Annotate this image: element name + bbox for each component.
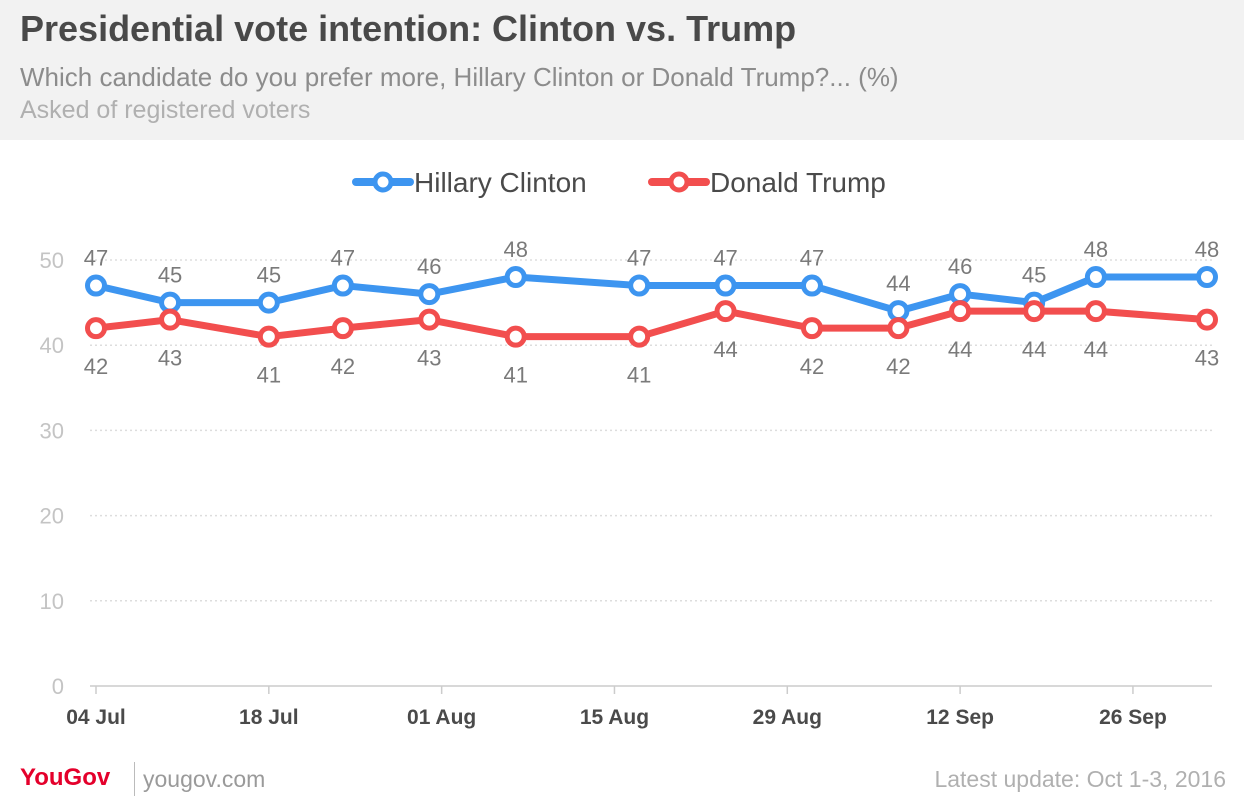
yougov-logo: YouGov (20, 764, 111, 791)
legend-label: Donald Trump (710, 167, 886, 198)
data-point-trump (949, 300, 972, 323)
data-point-clinton (949, 283, 972, 306)
data-point-trump (887, 317, 910, 340)
data-label-trump: 42 (84, 354, 108, 379)
data-point-clinton (1196, 266, 1218, 289)
y-tick-label: 40 (40, 333, 64, 358)
legend-swatch-marker (668, 171, 690, 193)
data-point-clinton (418, 283, 441, 306)
data-point-trump (418, 308, 441, 331)
data-point-trump (257, 325, 280, 348)
line-chart: 0 10 20 30 40 50 04 Jul 18 Jul 01 Aug 15 Aug 29 Au… (40, 167, 1220, 729)
legend-swatch-marker (372, 171, 394, 193)
data-label-clinton: 47 (627, 246, 651, 271)
data-point-trump (85, 317, 107, 340)
chart-header: Presidential vote intention: Clinton vs.… (0, 0, 1244, 140)
data-label-trump: 41 (503, 363, 527, 388)
data-label-trump: 44 (713, 337, 737, 362)
x-tick-label: 18 Jul (239, 706, 299, 729)
data-point-trump (800, 317, 823, 340)
x-tick-label: 26 Sep (1099, 706, 1167, 729)
data-point-clinton (504, 266, 527, 289)
y-tick-label: 0 (52, 674, 64, 699)
data-point-clinton (331, 274, 354, 297)
data-point-trump (1196, 308, 1218, 331)
data-label-clinton: 48 (1195, 237, 1219, 262)
data-label-trump: 42 (331, 354, 355, 379)
data-label-clinton: 48 (503, 237, 527, 262)
data-point-clinton (159, 291, 182, 314)
data-label-trump: 44 (1022, 337, 1046, 362)
data-label-clinton: 47 (800, 246, 824, 271)
x-tick-label: 29 Aug (753, 706, 822, 729)
data-point-trump (504, 325, 527, 348)
data-label-clinton: 47 (331, 246, 355, 271)
data-point-clinton (257, 291, 280, 314)
data-label-clinton: 46 (948, 254, 972, 279)
chart-note: Asked of registered voters (20, 96, 311, 124)
latest-update: Latest update: Oct 1-3, 2016 (934, 766, 1226, 792)
data-label-clinton: 47 (713, 246, 737, 271)
data-point-clinton (800, 274, 823, 297)
chart-title: Presidential vote intention: Clinton vs.… (20, 8, 797, 49)
data-label-clinton: 46 (417, 254, 441, 279)
data-point-trump (714, 300, 737, 323)
series-line-trump (92, 307, 1211, 341)
data-label-clinton: 45 (158, 263, 182, 288)
x-tick-label: 01 Aug (407, 706, 476, 729)
data-label-trump: 41 (627, 363, 651, 388)
data-point-trump (1084, 300, 1107, 323)
data-label-trump: 44 (948, 337, 972, 362)
data-label-trump: 43 (1195, 346, 1219, 371)
data-point-clinton (628, 274, 651, 297)
data-label-trump: 43 (158, 346, 182, 371)
data-label-trump: 41 (257, 363, 281, 388)
x-tick-label: 12 Sep (926, 706, 994, 729)
data-point-trump (159, 308, 182, 331)
data-point-trump (628, 325, 651, 348)
data-point-clinton (85, 274, 107, 297)
data-label-trump: 43 (417, 346, 441, 371)
y-tick-label: 50 (40, 248, 64, 273)
footer-divider (134, 762, 135, 796)
data-point-clinton (1084, 266, 1107, 289)
x-tick-label: 15 Aug (580, 706, 649, 729)
data-label-trump: 42 (800, 354, 824, 379)
data-label-clinton: 48 (1084, 237, 1108, 262)
chart-subtitle: Which candidate do you prefer more, Hill… (20, 62, 899, 92)
data-label-trump: 42 (886, 354, 910, 379)
data-label-clinton: 45 (257, 263, 281, 288)
data-label-clinton: 47 (84, 246, 108, 271)
data-label-clinton: 44 (886, 271, 910, 296)
data-label-trump: 44 (1084, 337, 1108, 362)
data-point-trump (1023, 300, 1046, 323)
legend-label: Hillary Clinton (414, 167, 587, 198)
series-line-clinton (92, 273, 1211, 315)
footer-url: yougov.com (143, 766, 266, 792)
y-tick-label: 10 (40, 589, 64, 614)
data-point-trump (331, 317, 354, 340)
x-tick-label: 04 Jul (66, 706, 126, 729)
data-label-clinton: 45 (1022, 263, 1046, 288)
y-tick-label: 30 (40, 418, 64, 443)
data-point-clinton (887, 300, 910, 323)
y-tick-label: 20 (40, 504, 64, 529)
data-point-clinton (714, 274, 737, 297)
